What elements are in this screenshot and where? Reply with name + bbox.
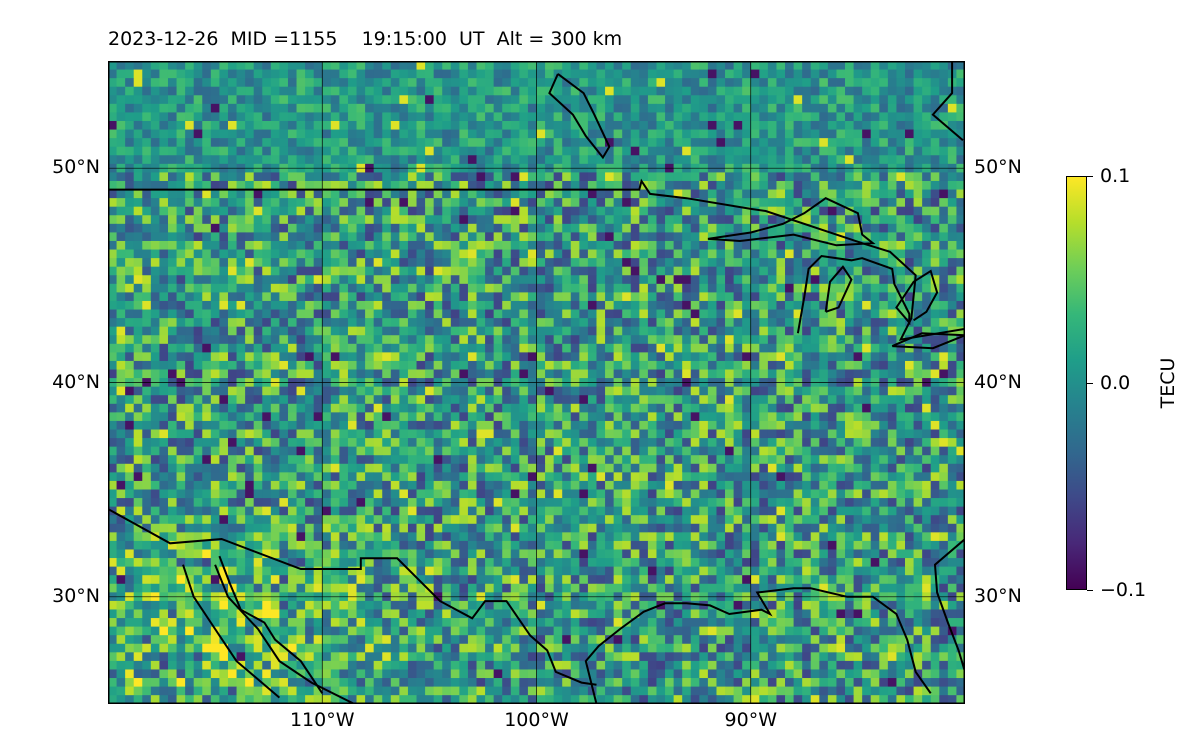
coastline: [933, 538, 965, 673]
coastline: [891, 332, 965, 350]
colorbar-tick-label: 0.1: [1100, 165, 1131, 187]
colorbar: [1066, 176, 1087, 590]
coastline: [796, 254, 939, 334]
coastline: [218, 555, 324, 694]
tec-field: [108, 61, 965, 704]
coastline: [108, 178, 965, 341]
lat-label-left: 40°N: [52, 370, 100, 393]
colorbar-tick: [1087, 383, 1093, 384]
tec-map: [108, 61, 965, 704]
lat-label-right: 50°N: [974, 156, 1022, 179]
coastline: [931, 61, 964, 142]
coastline: [707, 197, 876, 247]
coastline: [548, 73, 611, 160]
coastline: [182, 564, 281, 699]
lon-label: 100°W: [504, 709, 569, 731]
colorbar-tick: [1087, 590, 1093, 591]
coastline: [584, 587, 932, 704]
map-border: [108, 61, 965, 704]
lon-label: 110°W: [289, 709, 355, 731]
colorbar-tick: [1087, 176, 1093, 177]
coastlines: [108, 61, 965, 704]
map-title: 2023-12-26 MID =1155 19:15:00 UT Alt = 3…: [108, 28, 623, 50]
lon-label: 90°W: [724, 709, 777, 731]
lat-label-left: 30°N: [52, 584, 100, 607]
colorbar-label: TECU: [1157, 357, 1179, 409]
coastline: [824, 265, 853, 313]
coastline: [108, 508, 597, 686]
gridlines: [108, 61, 965, 704]
lat-label-left: 50°N: [52, 156, 100, 179]
lat-label-right: 40°N: [974, 370, 1022, 393]
lat-label-right: 30°N: [974, 584, 1022, 607]
colorbar-tick-label: 0.0: [1100, 372, 1131, 394]
colorbar-tick-label: −0.1: [1100, 579, 1147, 601]
